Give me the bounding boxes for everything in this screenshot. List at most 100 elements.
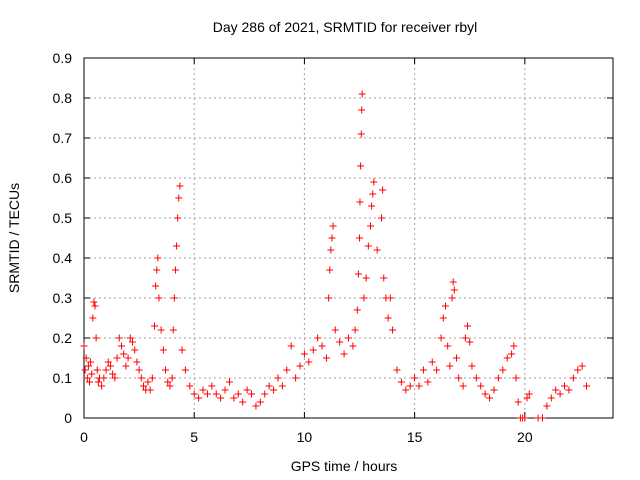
y-tick-label: 0.9 [53, 50, 73, 66]
data-point [415, 382, 423, 390]
data-point [203, 390, 211, 398]
data-point [393, 366, 401, 374]
data-point [327, 246, 335, 254]
data-point [367, 222, 375, 230]
data-point [468, 362, 476, 370]
data-point [574, 366, 582, 374]
data-point [140, 382, 148, 390]
data-point [368, 202, 376, 210]
data-point [181, 366, 189, 374]
data-point [120, 350, 128, 358]
data-point [89, 314, 97, 322]
data-point [102, 366, 110, 374]
data-point [362, 274, 370, 282]
data-point [583, 382, 591, 390]
data-point [86, 378, 94, 386]
data-point [326, 266, 334, 274]
data-point [340, 350, 348, 358]
data-point [93, 366, 101, 374]
x-tick-label: 15 [407, 429, 423, 445]
x-axis-ticks: 0 5 10 15 20 [80, 58, 533, 445]
data-point [171, 266, 179, 274]
data-point [80, 342, 88, 350]
data-point [168, 374, 176, 382]
x-tick-label: 0 [80, 429, 88, 445]
data-point [162, 366, 170, 374]
data-point [466, 338, 474, 346]
data-point [358, 106, 366, 114]
data-point [358, 90, 366, 98]
data-point [98, 382, 106, 390]
data-point [349, 342, 357, 350]
data-point [439, 314, 447, 322]
data-point [87, 358, 95, 366]
data-point [208, 382, 216, 390]
y-tick-label: 0.3 [53, 290, 73, 306]
data-point [234, 390, 242, 398]
data-point [287, 342, 295, 350]
data-point [84, 362, 92, 370]
data-point [314, 334, 322, 342]
data-point [450, 286, 458, 294]
data-point [190, 390, 198, 398]
data-point [212, 390, 220, 398]
data-point [455, 374, 463, 382]
grid [84, 58, 613, 418]
data-point [300, 350, 308, 358]
data-point [109, 370, 117, 378]
data-point [296, 362, 304, 370]
data-point [373, 246, 381, 254]
y-axis-ticks: 0 0.1 0.2 0.3 0.4 0.5 0.6 0.7 0.8 0.9 [53, 50, 613, 426]
data-point [239, 398, 247, 406]
data-point [433, 366, 441, 374]
y-tick-label: 0.4 [53, 250, 73, 266]
data-point [406, 382, 414, 390]
data-point [261, 390, 269, 398]
data-point [389, 326, 397, 334]
data-point [133, 358, 141, 366]
y-tick-label: 0 [64, 410, 72, 426]
data-point [437, 334, 445, 342]
data-point [117, 342, 125, 350]
data-point [178, 346, 186, 354]
data-point [230, 394, 238, 402]
data-point [243, 386, 251, 394]
data-point [508, 350, 516, 358]
data-point [459, 382, 467, 390]
data-point [146, 386, 154, 394]
data-point [384, 314, 392, 322]
data-point [170, 294, 178, 302]
data-point [221, 386, 229, 394]
data-point [461, 334, 469, 342]
data-point [569, 374, 577, 382]
data-point [523, 394, 531, 402]
data-point [328, 234, 336, 242]
data-point [357, 130, 365, 138]
y-tick-label: 0.8 [53, 90, 73, 106]
data-point [419, 366, 427, 374]
data-point [494, 374, 502, 382]
data-point [104, 358, 112, 366]
data-point [356, 198, 364, 206]
data-point [444, 342, 452, 350]
data-point [152, 282, 160, 290]
data-point [157, 326, 165, 334]
data-point [353, 306, 361, 314]
data-point [547, 394, 555, 402]
data-point [449, 278, 457, 286]
y-axis-label: SRMTID / TECUs [6, 183, 22, 293]
data-point [510, 342, 518, 350]
data-point [360, 294, 368, 302]
x-tick-label: 5 [190, 429, 198, 445]
data-point [137, 374, 145, 382]
data-point [164, 378, 172, 386]
data-point [386, 294, 394, 302]
data-point [441, 302, 449, 310]
data-point [521, 414, 529, 422]
data-point [336, 338, 344, 346]
data-point [512, 374, 520, 382]
y-tick-label: 0.1 [53, 370, 73, 386]
data-point [543, 402, 551, 410]
data-point [378, 214, 386, 222]
